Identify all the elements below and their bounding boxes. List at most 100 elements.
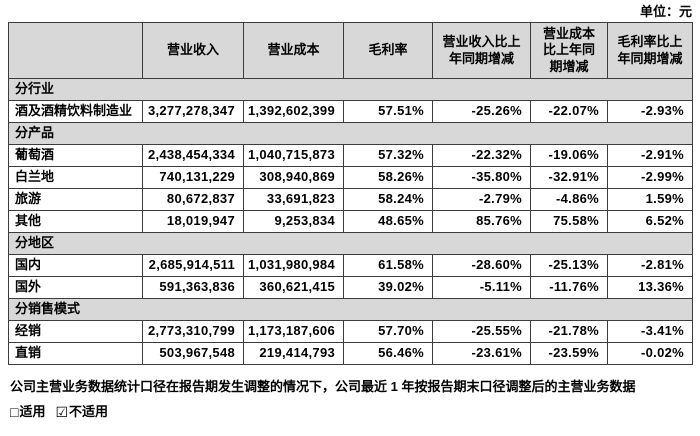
cell-cost: 308,940,869 [243,166,344,189]
table-row: 白兰地 740,131,229 308,940,869 58.26% -35.8… [8,166,693,189]
row-label: 旅游 [8,188,143,211]
header-cost-yoy: 营业成本比上年同期增减 [530,22,608,79]
cell-revenue: 2,773,310,799 [142,320,244,343]
cell-cost: 219,414,793 [243,342,344,365]
section-row-sales-model: 分销售模式 [8,298,693,321]
header-corner-cell [8,22,143,79]
cell-revenue: 740,131,229 [142,166,244,189]
header-cost: 营业成本 [243,22,344,79]
cell-cost: 1,040,715,873 [243,144,344,167]
cell-revenue: 2,438,454,334 [142,144,244,167]
applicability-options: □ 适用 ☑ 不适用 [10,403,692,420]
cell-gross-margin: 61.58% [343,254,433,277]
table-row: 酒及酒精饮料制造业 3,277,278,347 1,392,602,399 57… [8,100,693,123]
cell-margin-yoy: -0.02% [607,342,693,365]
cell-revenue: 503,967,548 [142,342,244,365]
cell-revenue-yoy: -28.60% [432,254,531,277]
row-label: 国外 [8,276,143,299]
cell-margin-yoy: -2.99% [607,166,693,189]
section-row-product: 分产品 [8,122,693,145]
cell-revenue: 18,019,947 [142,210,244,233]
option-not-applicable: ☑ 不适用 [55,403,108,420]
cell-margin-yoy: 6.52% [607,210,693,233]
cell-margin-yoy: -3.41% [607,320,693,343]
checkbox-unchecked-icon: □ [10,403,19,420]
cell-cost: 1,173,187,606 [243,320,344,343]
cell-cost-yoy: 75.58% [530,210,608,233]
row-label: 直销 [8,342,143,365]
cell-margin-yoy: 1.59% [607,188,693,211]
cell-revenue: 3,277,278,347 [142,100,244,123]
cell-revenue: 2,685,914,511 [142,254,244,277]
row-label: 白兰地 [8,166,143,189]
cell-cost: 360,621,415 [243,276,344,299]
cell-cost-yoy: -25.13% [530,254,608,277]
section-row-region: 分地区 [8,232,693,255]
section-row-industry: 分行业 [8,78,693,101]
option-applicable-label: 适用 [19,404,46,419]
option-applicable: □ 适用 [10,403,45,420]
table-row: 国内 2,685,914,511 1,031,980,984 61.58% -2… [8,254,693,277]
cell-gross-margin: 57.51% [343,100,433,123]
header-row: 营业收入 营业成本 毛利率 营业收入比上年同期增减 营业成本比上年同期增减 毛利… [8,22,693,79]
cell-revenue: 80,672,837 [142,188,244,211]
cell-revenue-yoy: -22.32% [432,144,531,167]
cell-gross-margin: 56.46% [343,342,433,365]
table-row: 经销 2,773,310,799 1,173,187,606 57.70% -2… [8,320,693,343]
cell-margin-yoy: -2.81% [607,254,693,277]
section-title: 分行业 [8,78,693,101]
cell-gross-margin: 57.32% [343,144,433,167]
cell-gross-margin: 39.02% [343,276,433,299]
cell-revenue-yoy: -25.55% [432,320,531,343]
section-title: 分地区 [8,232,693,255]
cell-margin-yoy: -2.93% [607,100,693,123]
option-not-applicable-label: 不适用 [69,404,109,419]
cell-margin-yoy: -2.91% [607,144,693,167]
table-row: 其他 18,019,947 9,253,834 48.65% 85.76% 75… [8,210,693,233]
table-row: 直销 503,967,548 219,414,793 56.46% -23.61… [8,342,693,365]
cell-margin-yoy: 13.36% [607,276,693,299]
table-row: 国外 591,363,836 360,621,415 39.02% -5.11%… [8,276,693,299]
row-label: 国内 [8,254,143,277]
section-title: 分销售模式 [8,298,693,321]
header-gross-margin: 毛利率 [343,22,433,79]
header-revenue-yoy: 营业收入比上年同期增减 [432,22,531,79]
cell-revenue-yoy: -5.11% [432,276,531,299]
header-margin-yoy: 毛利率比上年同期增减 [607,22,693,79]
cell-gross-margin: 48.65% [343,210,433,233]
unit-label: 单位：元 [639,4,692,19]
cell-cost-yoy: -11.76% [530,276,608,299]
row-label: 其他 [8,210,143,233]
cell-revenue-yoy: -35.80% [432,166,531,189]
row-label: 葡萄酒 [8,144,143,167]
cell-gross-margin: 57.70% [343,320,433,343]
row-label: 经销 [8,320,143,343]
footer-note: 公司主营业务数据统计口径在报告期发生调整的情况下，公司最近 1 年按报告期末口径… [10,379,636,394]
cell-revenue: 591,363,836 [142,276,244,299]
row-label: 酒及酒精饮料制造业 [8,100,143,123]
cell-cost: 1,392,602,399 [243,100,344,123]
cell-cost-yoy: -21.78% [530,320,608,343]
cell-cost: 1,031,980,984 [243,254,344,277]
cell-cost-yoy: -19.06% [530,144,608,167]
cell-cost-yoy: -23.59% [530,342,608,365]
cell-cost: 33,691,823 [243,188,344,211]
section-title: 分产品 [8,122,693,145]
cell-revenue-yoy: -2.79% [432,188,531,211]
main-business-table: 营业收入 营业成本 毛利率 营业收入比上年同期增减 营业成本比上年同期增减 毛利… [8,22,693,365]
cell-revenue-yoy: -23.61% [432,342,531,365]
cell-gross-margin: 58.24% [343,188,433,211]
cell-gross-margin: 58.26% [343,166,433,189]
table-row: 葡萄酒 2,438,454,334 1,040,715,873 57.32% -… [8,144,693,167]
table-row: 旅游 80,672,837 33,691,823 58.24% -2.79% -… [8,188,693,211]
checkbox-checked-icon: ☑ [55,403,69,420]
cell-cost-yoy: -22.07% [530,100,608,123]
cell-revenue-yoy: -25.26% [432,100,531,123]
cell-cost-yoy: -32.91% [530,166,608,189]
header-revenue: 营业收入 [142,22,244,79]
cell-cost-yoy: -4.86% [530,188,608,211]
table-header: 营业收入 营业成本 毛利率 营业收入比上年同期增减 营业成本比上年同期增减 毛利… [8,22,693,79]
cell-cost: 9,253,834 [243,210,344,233]
cell-revenue-yoy: 85.76% [432,210,531,233]
